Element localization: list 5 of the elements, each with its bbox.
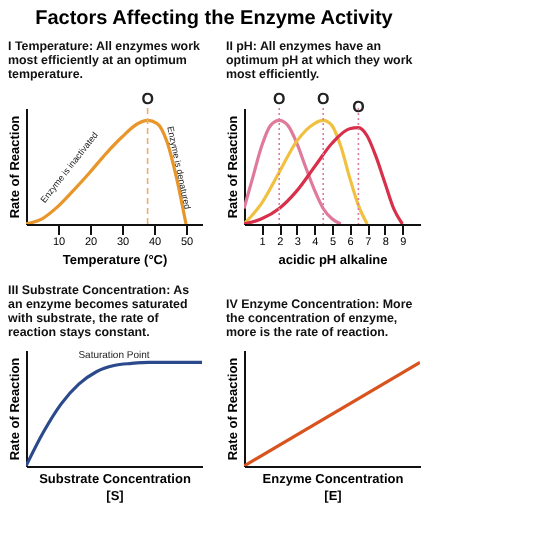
annotation: O [272,90,286,109]
annotation: O [141,90,154,109]
chart-title: Factors Affecting the Enzyme Activity [35,8,394,31]
annotation: O [352,97,365,116]
annotation: O [316,90,330,109]
